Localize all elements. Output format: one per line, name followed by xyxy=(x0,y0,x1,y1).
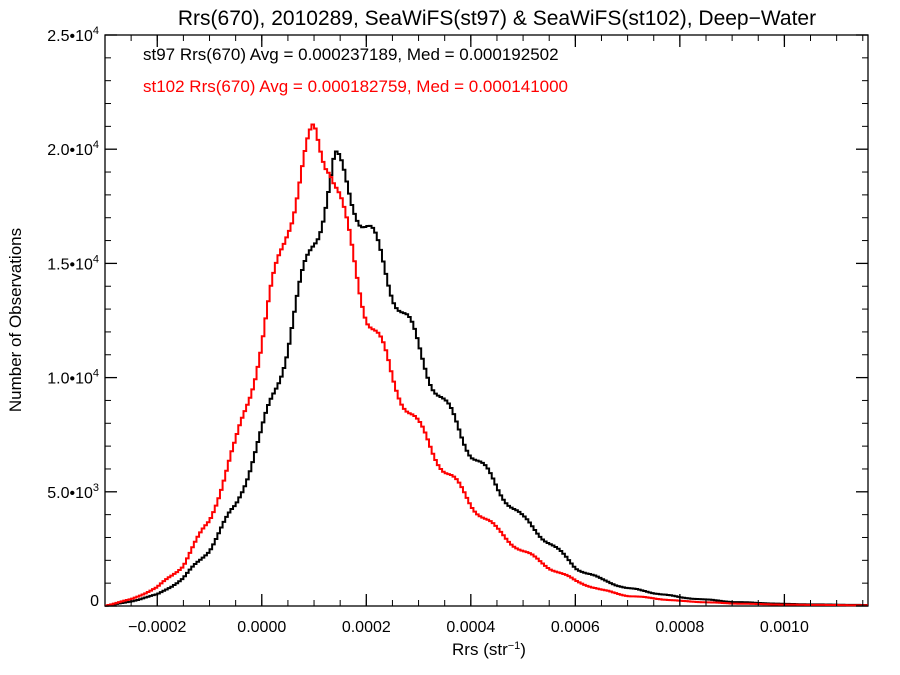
y-tick-label: 1.5•104 xyxy=(47,253,99,273)
chart-title: Rrs(670), 2010289, SeaWiFS(st97) & SeaWi… xyxy=(178,7,816,30)
x-axis-label-superscript: −1 xyxy=(508,640,521,652)
y-tick-label: 1.0•104 xyxy=(47,368,99,388)
x-axis-label-close: ) xyxy=(520,640,526,659)
plot-frame xyxy=(104,34,869,607)
x-axis-label-text: Rrs (str xyxy=(452,640,508,659)
x-tick-label: −0.0002 xyxy=(128,619,186,636)
x-tick-label: 0.0004 xyxy=(446,619,495,636)
y-tick-label: 2.5•104 xyxy=(47,25,99,45)
series-layer xyxy=(105,123,868,607)
histogram-series-st102 xyxy=(105,123,868,607)
histogram-series-st97 xyxy=(105,150,868,607)
y-tick-label: 5.0•103 xyxy=(47,482,99,502)
x-axis: −0.0002 0.0000 0.0002 0.0004 0.0006 0.0008 0.0… xyxy=(128,35,864,636)
x-axis-label: Rrs (str−1) xyxy=(452,640,526,659)
y-axis-label: Number of Observations xyxy=(6,228,25,412)
x-tick-label: 0.0000 xyxy=(237,619,286,636)
legend-entry-st102: st102 Rrs(670) Avg = 0.000182759, Med = … xyxy=(143,77,568,96)
y-tick-label: 2.0•104 xyxy=(47,139,99,159)
x-tick-label: 0.0006 xyxy=(551,619,600,636)
y-axis: 0 5.0•103 1.0•104 1.5•104 2.0•104 2.5•104 xyxy=(47,25,868,610)
legend-entry-st97: st97 Rrs(670) Avg = 0.000237189, Med = 0… xyxy=(143,45,559,64)
y-tick-label: 0 xyxy=(90,593,99,610)
x-tick-label: 0.0010 xyxy=(760,619,809,636)
x-tick-label: 0.0008 xyxy=(655,619,704,636)
x-tick-label: 0.0002 xyxy=(342,619,391,636)
